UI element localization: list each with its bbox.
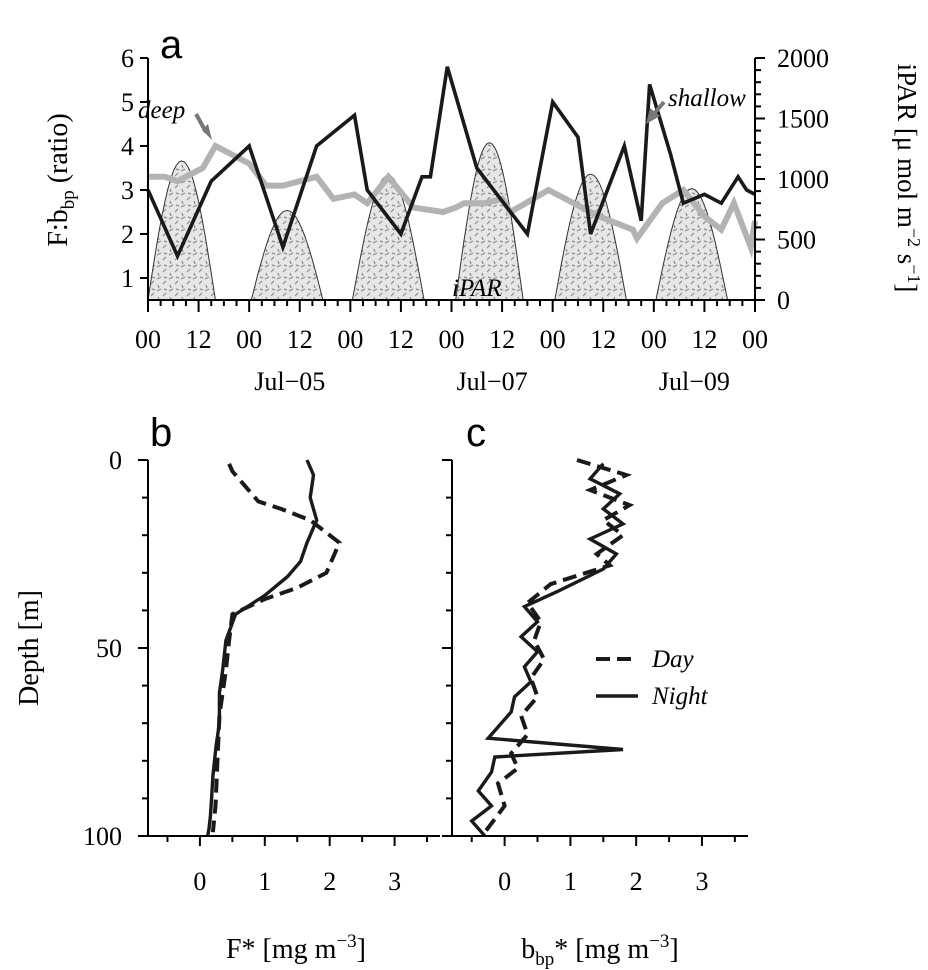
x-date-label: Jul−09 xyxy=(659,367,730,396)
x-tick-label: 00 xyxy=(742,325,768,354)
right-tick-label: 1500 xyxy=(777,105,829,134)
left-tick-label: 4 xyxy=(121,132,134,161)
panel-a-right-ylabel: iPAR [μ mol m−2 s−1] xyxy=(892,64,924,293)
x-tick-label: 1 xyxy=(258,867,271,896)
right-tick-label: 2000 xyxy=(777,44,829,73)
ipar-peak-3 xyxy=(351,174,425,301)
x-tick-label: 2 xyxy=(630,867,643,896)
ipar-annotation: iPAR xyxy=(452,275,502,302)
panel-b-axes: 0 50 100 0 1 2 3 xyxy=(83,446,440,896)
panel-a-label: a xyxy=(160,23,183,67)
x-tick-label: 0 xyxy=(498,867,511,896)
legend-label-day: Day xyxy=(651,646,695,673)
right-tick-label: 0 xyxy=(777,286,790,315)
ipar-peak-1 xyxy=(147,160,216,301)
x-tick-label: 12 xyxy=(186,325,212,354)
x-tick-label: 1 xyxy=(564,867,577,896)
x-tick-label: 3 xyxy=(695,867,708,896)
series-day-line xyxy=(483,458,635,834)
x-tick-label: 00 xyxy=(135,325,161,354)
panel-c-label: c xyxy=(466,411,486,455)
deep-annotation: deep xyxy=(138,97,185,124)
panel-c: c 0 1 2 3 Day Night bbp* [mg m−3] xyxy=(442,411,748,970)
panel-b-ylabel: Depth [m] xyxy=(14,590,45,706)
panel-c-legend: Day Night xyxy=(596,646,709,710)
left-tick-label: 3 xyxy=(121,176,134,205)
left-tick-label: 1 xyxy=(121,264,134,293)
x-tick-label: 00 xyxy=(236,325,262,354)
x-date-label: Jul−07 xyxy=(457,367,528,396)
legend-label-night: Night xyxy=(651,683,709,710)
panel-b-label: b xyxy=(150,411,172,455)
panel-a-series xyxy=(146,66,758,261)
right-tick-label: 1000 xyxy=(777,165,829,194)
x-tick-label: 00 xyxy=(641,325,667,354)
panel-c-axes: 0 1 2 3 xyxy=(442,459,748,896)
x-tick-label: 12 xyxy=(691,325,717,354)
right-tick-label: 500 xyxy=(777,226,816,255)
panel-c-series xyxy=(469,458,635,838)
panel-a-left-ylabel: F:bbp (ratio) xyxy=(43,113,79,246)
ipar-peak-2 xyxy=(250,209,324,301)
ipar-peak-5 xyxy=(554,173,627,301)
series-deep-line xyxy=(148,142,758,259)
left-tick-label: 6 xyxy=(121,44,134,73)
ipar-peak-4 xyxy=(455,142,524,301)
ipar-peak-6 xyxy=(655,188,729,301)
panel-c-xlabel: bbp* [mg m−3] xyxy=(521,931,678,970)
series-shallow-line xyxy=(146,66,756,261)
x-tick-label: 0 xyxy=(193,867,206,896)
ipar-peaks xyxy=(147,142,729,301)
x-date-label: Jul−05 xyxy=(254,367,325,396)
shallow-annotation: shallow xyxy=(668,85,746,112)
series-night-line xyxy=(206,459,319,837)
x-tick-label: 12 xyxy=(590,325,616,354)
x-tick-label: 12 xyxy=(489,325,515,354)
x-tick-label: 12 xyxy=(388,325,414,354)
left-tick-label: 2 xyxy=(121,220,134,249)
x-tick-label: 00 xyxy=(337,325,363,354)
x-tick-label: 00 xyxy=(439,325,465,354)
panel-b-xlabel: F* [mg m−3] xyxy=(226,931,366,965)
y-tick-label: 0 xyxy=(109,446,122,475)
left-tick-label: 5 xyxy=(121,88,134,117)
series-night-line xyxy=(469,462,627,838)
series-day-line xyxy=(210,462,342,833)
shallow-arrowhead xyxy=(646,108,660,124)
panel-b: b 0 50 100 0 1 2 3 Depth [m] F* [mg m−3] xyxy=(14,411,440,965)
y-tick-label: 50 xyxy=(96,634,122,663)
y-tick-label: 100 xyxy=(83,822,122,851)
x-tick-label: 12 xyxy=(287,325,313,354)
panel-b-series xyxy=(206,459,342,837)
deep-arrowhead xyxy=(202,124,212,140)
x-tick-label: 3 xyxy=(388,867,401,896)
x-tick-label: 2 xyxy=(323,867,336,896)
x-tick-label: 00 xyxy=(540,325,566,354)
